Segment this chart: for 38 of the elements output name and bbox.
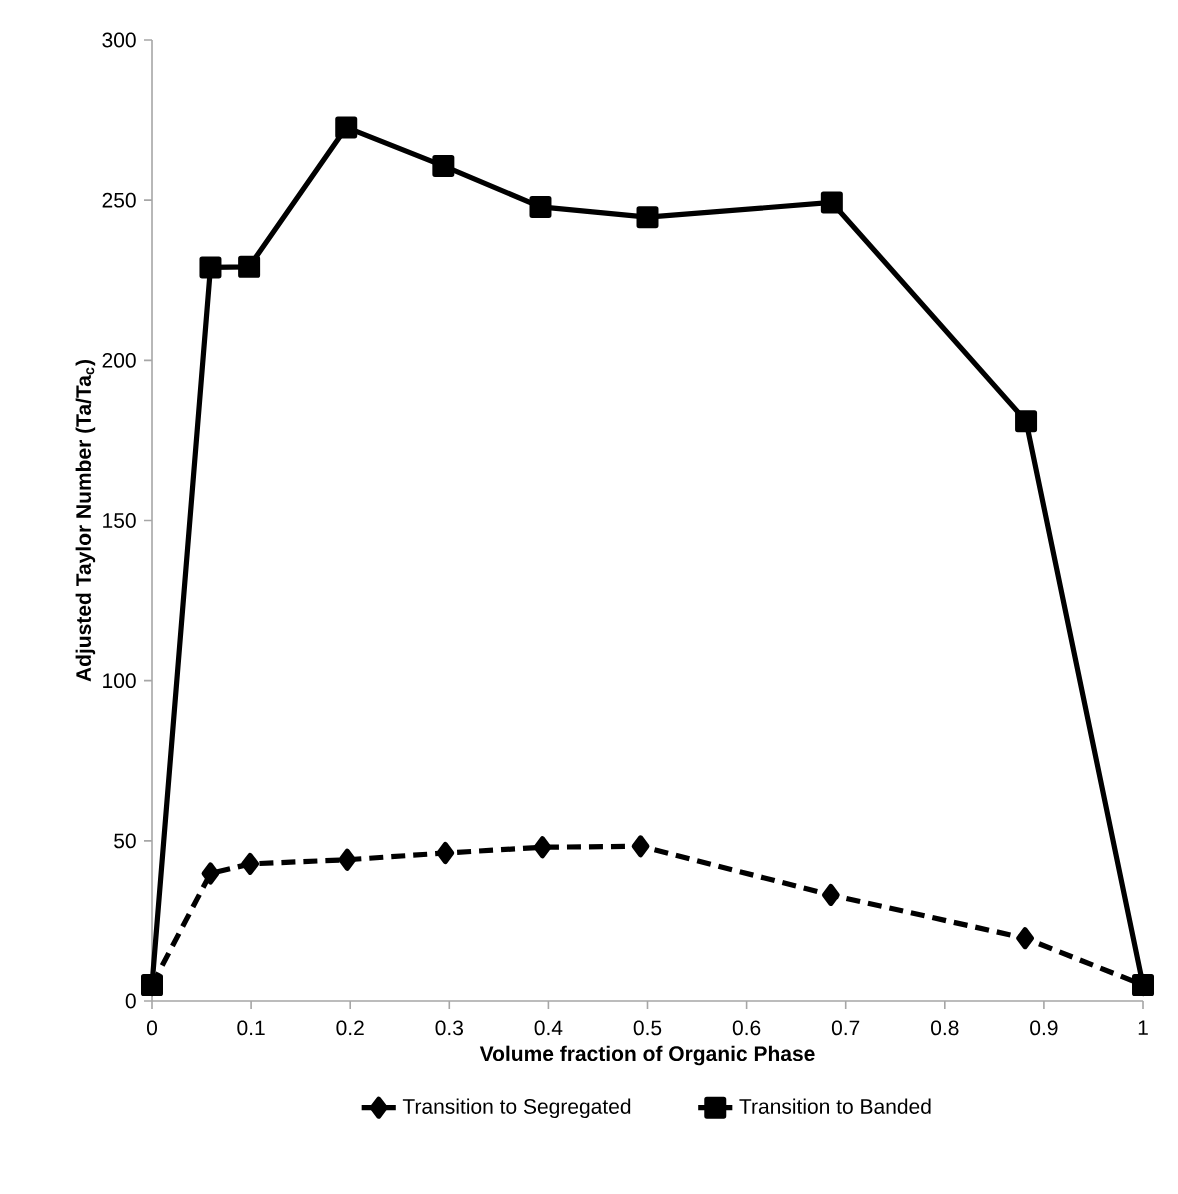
point [338, 848, 357, 871]
y-tick-label: 250 [102, 192, 136, 208]
y-tick-label: 50 [114, 833, 136, 849]
y-tick-label: 200 [102, 352, 136, 368]
x-tick-label: 0.4 [534, 1020, 563, 1036]
x-tick-label: 0.5 [633, 1020, 662, 1036]
point [199, 256, 222, 279]
point [1016, 927, 1034, 950]
legend-label: Transition to Segregated [402, 1098, 631, 1119]
point [631, 835, 650, 858]
x-tick-label: 0.9 [1030, 1020, 1058, 1036]
point [529, 195, 552, 218]
y-tick-label: 0 [125, 993, 136, 1009]
point [821, 883, 840, 906]
point [335, 116, 358, 139]
x-axis-title: Volume fraction of Organic Phase [479, 1045, 815, 1066]
x-tick-label: 0.1 [237, 1020, 265, 1036]
x-tick-label: 0.7 [831, 1020, 860, 1036]
point [636, 206, 659, 229]
y-tick-label: 150 [103, 513, 136, 528]
x-tick-label: 0.6 [732, 1020, 761, 1036]
y-axis-title: Adjusted Taylor Number (Ta/Ta$_{c}$) [75, 360, 96, 682]
point [432, 154, 455, 177]
y-tick-label: 100 [103, 673, 136, 689]
point [1015, 410, 1038, 433]
point [201, 862, 220, 885]
point [820, 191, 843, 214]
x-tick-label: 0 [146, 1020, 158, 1036]
point [238, 255, 261, 278]
point [241, 852, 260, 875]
x-tick-label: 0.3 [435, 1020, 463, 1036]
y-tick-label: 300 [102, 32, 136, 48]
point [436, 842, 455, 865]
x-tick-label: 0.8 [931, 1020, 959, 1036]
x-tick-label: 1 [1138, 1020, 1148, 1035]
point [533, 836, 552, 859]
x-tick-label: 0.2 [336, 1020, 364, 1036]
legend-label: Transition to Banded [739, 1098, 931, 1114]
